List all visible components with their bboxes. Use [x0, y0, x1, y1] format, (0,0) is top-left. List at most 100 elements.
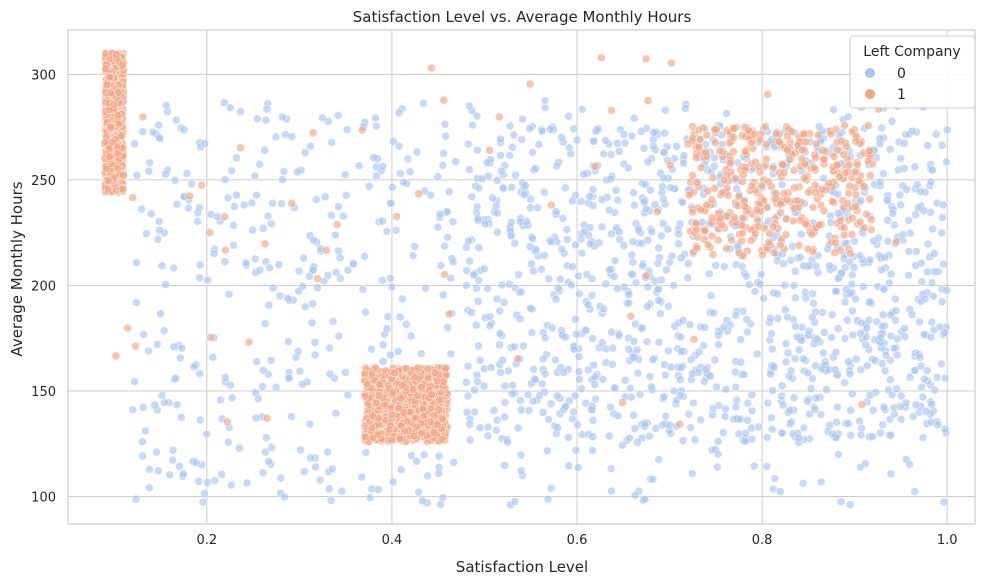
data-point-series-0: [825, 261, 834, 270]
data-point-series-0: [684, 259, 693, 268]
data-point-series-1: [683, 139, 693, 149]
data-point-series-0: [659, 173, 668, 183]
data-point-series-0: [393, 347, 403, 356]
data-point-series-0: [939, 259, 948, 269]
data-point-series-1: [102, 80, 112, 90]
data-point-series-0: [845, 369, 855, 379]
data-point-series-0: [635, 390, 645, 399]
data-point-series-1: [815, 220, 824, 230]
data-point-series-1: [117, 131, 126, 140]
data-point-series-0: [496, 151, 505, 160]
data-point-series-0: [407, 451, 416, 460]
data-point-series-1: [744, 125, 753, 135]
data-point-series-1: [414, 189, 423, 199]
data-point-series-0: [505, 279, 514, 289]
data-point-series-1: [752, 205, 762, 215]
data-point-series-0: [537, 379, 547, 389]
data-point-series-0: [493, 176, 502, 185]
data-point-series-1: [717, 220, 727, 230]
data-point-series-0: [893, 334, 902, 344]
data-point-series-0: [398, 294, 407, 304]
data-point-series-0: [654, 337, 664, 347]
data-point-series-0: [586, 239, 595, 249]
data-point-series-0: [535, 391, 544, 400]
data-point-series-0: [191, 458, 201, 467]
data-point-series-0: [159, 398, 169, 407]
data-point-series-0: [791, 293, 800, 303]
data-point-series-0: [300, 467, 309, 476]
data-point-series-0: [358, 285, 368, 294]
data-point-series-0: [849, 262, 859, 272]
data-point-series-1: [513, 354, 522, 363]
data-point-series-0: [833, 402, 842, 412]
data-point-series-1: [701, 147, 710, 157]
data-point-series-0: [157, 261, 167, 271]
data-point-series-0: [386, 198, 395, 208]
data-point-series-0: [539, 187, 549, 197]
data-point-series-0: [572, 135, 582, 145]
data-point-series-0: [769, 363, 779, 372]
data-point-series-0: [554, 283, 563, 293]
data-point-series-0: [879, 284, 889, 294]
data-point-series-0: [529, 365, 538, 374]
data-point-series-0: [443, 207, 452, 216]
data-point-series-0: [590, 380, 600, 389]
data-point-series-0: [942, 125, 952, 135]
data-point-series-0: [306, 453, 315, 463]
data-point-series-1: [427, 390, 436, 399]
data-point-series-0: [598, 375, 608, 384]
data-point-series-1: [105, 152, 114, 161]
data-point-series-0: [462, 266, 471, 275]
data-point-series-0: [588, 185, 598, 194]
data-point-series-0: [475, 356, 485, 365]
data-point-series-0: [500, 398, 510, 407]
data-point-series-0: [620, 138, 630, 148]
data-point-series-1: [398, 381, 407, 390]
data-point-series-0: [831, 287, 841, 296]
data-point-series-0: [654, 455, 663, 464]
data-point-series-0: [685, 320, 695, 329]
data-point-series-0: [904, 216, 913, 225]
data-point-series-0: [628, 237, 638, 246]
data-point-series-0: [435, 209, 445, 219]
data-point-series-0: [311, 462, 320, 472]
data-point-series-0: [667, 251, 677, 261]
data-point-series-0: [808, 289, 817, 298]
data-point-series-0: [911, 400, 921, 410]
data-point-series-0: [131, 494, 141, 504]
data-point-series-0: [293, 347, 303, 356]
data-point-series-0: [639, 197, 649, 207]
data-point-series-0: [885, 278, 894, 288]
data-point-series-0: [551, 207, 561, 216]
data-point-series-0: [879, 402, 889, 412]
data-point-series-0: [676, 332, 686, 342]
data-point-series-1: [710, 125, 719, 134]
data-point-series-0: [513, 423, 523, 433]
data-point-series-0: [443, 232, 452, 242]
data-point-series-1: [688, 171, 697, 180]
data-point-series-0: [524, 406, 534, 415]
data-point-series-0: [369, 153, 378, 162]
data-point-series-0: [613, 284, 622, 293]
data-point-series-1: [417, 383, 426, 392]
data-point-series-0: [410, 242, 419, 251]
data-point-series-0: [886, 430, 896, 440]
data-point-series-1: [865, 194, 875, 204]
data-point-series-0: [561, 402, 570, 411]
data-point-series-0: [465, 420, 474, 429]
data-point-series-0: [462, 408, 472, 417]
data-point-series-0: [516, 287, 526, 297]
data-point-series-0: [918, 392, 928, 402]
data-point-series-0: [371, 113, 380, 123]
data-point-series-0: [796, 253, 805, 262]
data-point-series-1: [817, 185, 827, 194]
data-point-series-0: [525, 124, 534, 134]
data-point-series-0: [844, 357, 853, 366]
data-point-series-1: [103, 185, 113, 194]
data-point-series-0: [597, 222, 607, 231]
data-point-series-1: [722, 244, 731, 253]
data-point-series-0: [768, 484, 778, 494]
data-point-series-1: [715, 146, 724, 156]
data-point-series-0: [480, 219, 490, 229]
data-point-series-1: [761, 122, 770, 131]
